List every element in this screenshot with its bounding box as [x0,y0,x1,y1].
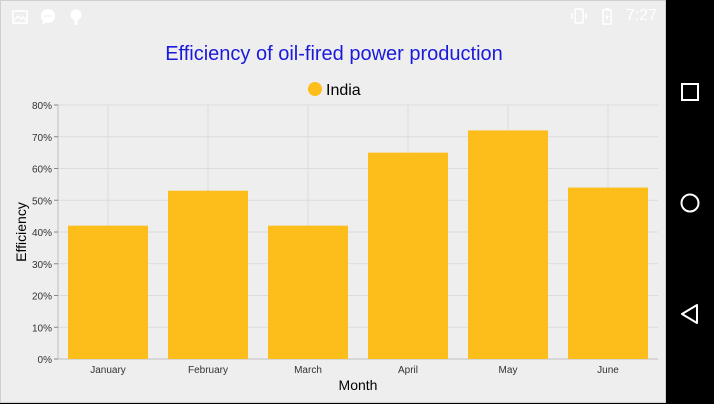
x-tick-label-4: May [499,365,518,376]
x-axis-label: Month [339,377,378,393]
bar-may[interactable] [468,130,548,359]
navigation-bar [666,0,714,403]
chat-icon [41,9,55,25]
legend-label-0[interactable]: India [326,82,361,99]
legend-marker-0[interactable] [308,82,322,96]
bar-march[interactable] [268,225,348,359]
clock: 7:27 [625,7,657,24]
image-icon [12,10,28,24]
y-tick-label-4: 40% [32,228,52,239]
battery-charging-icon [602,8,612,25]
bars [68,130,648,359]
status-left-icons [11,8,85,26]
home-icon[interactable] [674,187,706,219]
recent-apps-icon[interactable] [674,76,706,108]
x-tick-label-0: January [90,365,126,376]
back-icon[interactable] [674,298,706,330]
chart-title: Efficiency of oil-fired power production [165,43,503,65]
y-tick-label-0: 0% [38,355,53,366]
bar-january[interactable] [68,225,148,359]
y-tick-label-8: 80% [32,101,52,112]
status-right-icons: 7:27 [570,7,657,25]
x-tick-label-5: June [597,365,619,376]
bar-chart: Efficiency of oil-fired power production… [13,43,658,393]
x-tick-label-2: March [294,365,322,376]
status-bar: 7:27 [1,1,667,33]
vibrate-icon [571,8,587,24]
y-tick-label-6: 60% [32,165,52,176]
app-screen: 7:27 Efficiency of oil-fired power produ… [0,0,666,403]
x-tick-label-3: April [398,365,418,376]
y-tick-label-5: 50% [32,196,52,207]
bar-april[interactable] [368,152,448,359]
x-axis-ticks: January February March April May June [90,365,619,376]
y-tick-label-1: 10% [32,323,52,334]
x-tick-label-1: February [188,365,228,376]
bar-february[interactable] [168,190,248,359]
y-tick-label-2: 20% [32,292,52,303]
bar-june[interactable] [568,187,648,359]
y-axis-label: Efficiency [13,202,29,262]
y-axis-ticks: 0% 10% 20% 30% 40% 50% 60% 70% 80% [32,101,58,366]
y-tick-label-7: 70% [32,133,52,144]
location-icon [70,9,82,25]
chart-legend: India [308,82,361,99]
y-tick-label-3: 30% [32,260,52,271]
